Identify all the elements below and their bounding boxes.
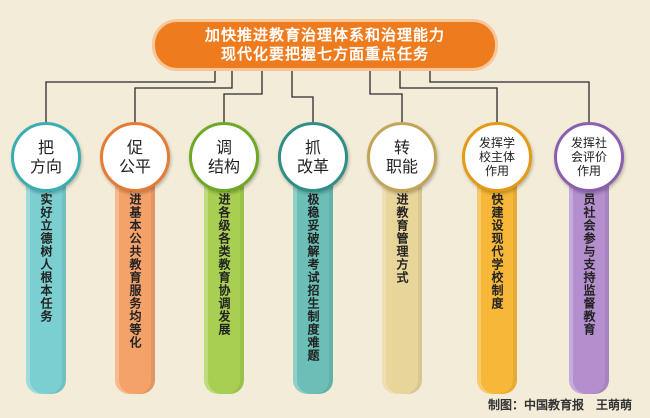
pillar-title-circle: 发挥学 校主体 作用 (462, 122, 532, 192)
pillar-description: 加快建设现代学校制度 (490, 180, 504, 310)
credit-text: 制图：中国教育报 王萌萌 (487, 398, 632, 412)
pillar-title-line: 把 (37, 138, 54, 157)
main-title-line-2: 现代化要把握七方面重点任务 (220, 45, 429, 63)
pillar-bar (293, 162, 333, 394)
pillar-description: 改进教育管理方式 (395, 180, 409, 284)
pillar-5: 改进教育管理方式转职能 (364, 102, 440, 398)
pillar-title-line: 方向 (29, 157, 62, 176)
pillar-bar (477, 162, 517, 394)
pillar-title-line: 校主体 (478, 150, 515, 164)
pillar-bar (204, 162, 244, 394)
connector-line-5 (369, 68, 403, 124)
pillar-title-line: 作用 (576, 164, 601, 178)
pillar-title-line: 转 (393, 138, 410, 157)
pillar-title-circle: 促公平 (100, 122, 170, 192)
pillar-title-line: 促 (126, 138, 143, 157)
pillar-1: 落实好立德树人根本任务把方向 (8, 102, 84, 398)
pillar-title-line: 调 (215, 138, 232, 157)
pillar-title-circle: 把方向 (11, 122, 81, 192)
connector-line-7 (429, 68, 590, 124)
pillar-description: 积极稳妥破解考试招生制度难题 (306, 180, 320, 362)
pillar-6: 加快建设现代学校制度 发挥学 校主体 作用 (459, 102, 535, 398)
pillar-title-line: 改革 (296, 157, 329, 176)
pillar-title-circle: 转职能 (367, 122, 437, 192)
pillar-bar (382, 162, 422, 394)
pillar-7: 动员社会参与支持监督教育 发挥社 会评价 作用 (551, 102, 627, 398)
connector-line-2 (134, 68, 233, 124)
pillar-title-circle: 调结构 (189, 122, 259, 192)
connector-line-1 (45, 68, 216, 124)
pillar-title-line: 发挥学 (478, 136, 515, 150)
connector-line-4 (291, 68, 314, 124)
pillar-title-line: 会评价 (570, 150, 607, 164)
pillar-4: 积极稳妥破解考试招生制度难题抓改革 (275, 102, 351, 398)
pillar-title-line: 抓 (304, 138, 321, 157)
connector-line-6 (399, 68, 498, 124)
pillar-description: 落实好立德树人根本任务 (39, 180, 53, 323)
pillar-title-line: 结构 (207, 157, 240, 176)
pillar-bar (115, 162, 155, 394)
pillar-title-line: 发挥社 (570, 136, 607, 150)
pillar-title-line: 作用 (484, 164, 509, 178)
pillar-2: 推进基本公共教育服务均等化促公平 (97, 102, 173, 398)
pillar-title-line: 公平 (118, 157, 151, 176)
pillar-title-line: 职能 (385, 157, 418, 176)
pillar-description: 推进基本公共教育服务均等化 (128, 180, 142, 349)
main-title-line-1: 加快推进教育治理体系和治理能力 (204, 26, 445, 44)
pillar-3: 促进各级各类教育协调发展调结构 (186, 102, 262, 398)
pillar-bar (26, 162, 66, 394)
pillar-title-circle: 抓改革 (278, 122, 348, 192)
connector-line-3 (223, 68, 263, 124)
pillar-description: 动员社会参与支持监督教育 (582, 180, 596, 336)
main-title-box: 加快推进教育治理体系和治理能力 现代化要把握七方面重点任务 (155, 22, 495, 68)
pillar-description: 促进各级各类教育协调发展 (217, 180, 231, 336)
pillar-title-circle: 发挥社 会评价 作用 (554, 122, 624, 192)
pillar-bar (569, 162, 609, 394)
